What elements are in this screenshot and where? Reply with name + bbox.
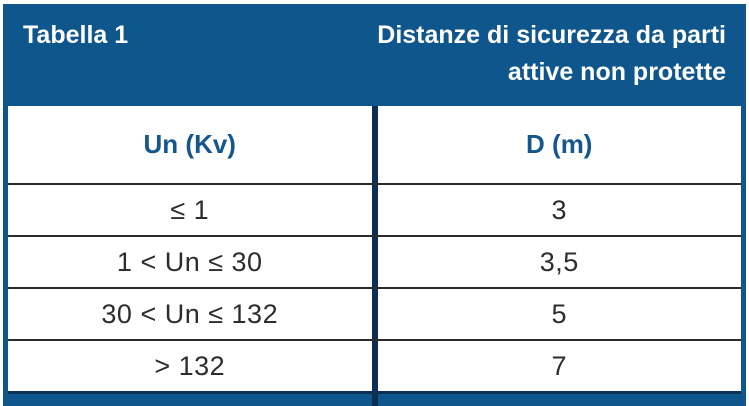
footer-bar-left-segment bbox=[8, 394, 378, 406]
table-row: 1 < Un ≤ 30 3,5 bbox=[8, 235, 741, 287]
table-label: Tabella 1 bbox=[23, 21, 129, 49]
table-title: Distanze di sicurezza da parti attive no… bbox=[377, 21, 726, 86]
footer-bar-right-segment bbox=[378, 394, 742, 406]
column-header-d: D (m) bbox=[526, 129, 593, 159]
table-row: 30 < Un ≤ 132 5 bbox=[8, 287, 741, 339]
cell-distance: 3 bbox=[551, 194, 568, 225]
table-title-bar: Tabella 1 Distanze di sicurezza da parti… bbox=[3, 4, 746, 106]
table-1-block: Tabella 1 Distanze di sicurezza da parti… bbox=[3, 4, 746, 406]
column-header-un: Un (Kv) bbox=[8, 106, 378, 183]
table-row: ≤ 1 3 bbox=[8, 183, 741, 235]
cell-un-range: 1 < Un ≤ 30 bbox=[8, 237, 378, 287]
cell-un-range: > 132 bbox=[8, 341, 378, 391]
table-header-row: Un (Kv) D (m) bbox=[8, 106, 741, 183]
cell-un-range: ≤ 1 bbox=[8, 185, 378, 235]
cell-distance: 3,5 bbox=[539, 246, 579, 277]
cell-distance: 7 bbox=[551, 350, 568, 381]
cell-distance: 5 bbox=[551, 298, 568, 329]
table-row: > 132 7 bbox=[8, 339, 741, 391]
data-table: Un (Kv) D (m) ≤ 1 3 1 < Un ≤ 30 3,5 30 <… bbox=[3, 106, 746, 406]
table-footer-bar bbox=[8, 391, 741, 406]
cell-un-range: 30 < Un ≤ 132 bbox=[8, 289, 378, 339]
